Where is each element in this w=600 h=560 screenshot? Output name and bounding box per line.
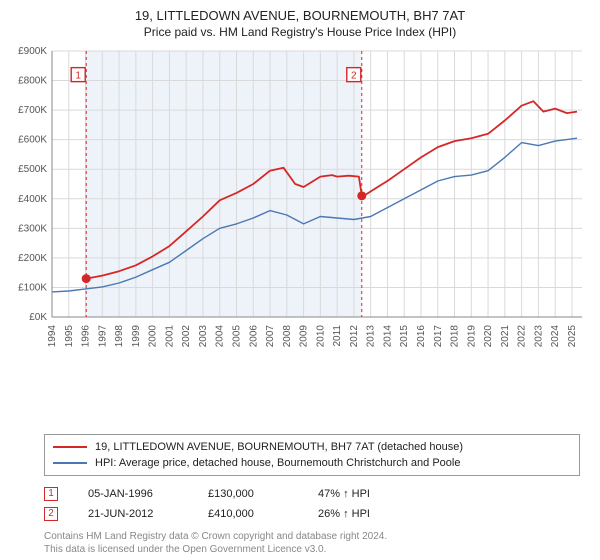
sale-pct-vs-hpi: 26% ↑ HPI bbox=[318, 508, 408, 520]
price-line-chart: £0K £100K £200K £300K £400K £500K £600K £700K £8… bbox=[8, 45, 592, 365]
svg-text:2024: 2024 bbox=[550, 325, 561, 348]
sales-table: 1 05-JAN-1996 £130,000 47% ↑ HPI 2 21-JU… bbox=[44, 484, 580, 524]
svg-text:2010: 2010 bbox=[315, 325, 326, 348]
legend-row: HPI: Average price, detached house, Bour… bbox=[53, 455, 571, 471]
sale-date: 05-JAN-1996 bbox=[88, 488, 178, 500]
svg-text:2007: 2007 bbox=[265, 325, 276, 348]
svg-text:2006: 2006 bbox=[248, 325, 259, 348]
svg-text:1996: 1996 bbox=[81, 325, 92, 348]
sale-price: £410,000 bbox=[208, 508, 288, 520]
svg-text:£0K: £0K bbox=[29, 312, 47, 323]
legend-swatch-hpi bbox=[53, 462, 87, 464]
svg-text:2: 2 bbox=[351, 71, 357, 82]
svg-text:2011: 2011 bbox=[332, 325, 343, 347]
svg-text:2025: 2025 bbox=[567, 325, 578, 348]
title-block: 19, LITTLEDOWN AVENUE, BOURNEMOUTH, BH7 … bbox=[8, 8, 592, 39]
sale-price: £130,000 bbox=[208, 488, 288, 500]
svg-text:1: 1 bbox=[75, 71, 81, 82]
svg-text:2022: 2022 bbox=[517, 325, 528, 348]
legend-row: 19, LITTLEDOWN AVENUE, BOURNEMOUTH, BH7 … bbox=[53, 439, 571, 455]
legend-label-property: 19, LITTLEDOWN AVENUE, BOURNEMOUTH, BH7 … bbox=[95, 441, 463, 453]
title-address: 19, LITTLEDOWN AVENUE, BOURNEMOUTH, BH7 … bbox=[8, 8, 592, 23]
sale-marker-icon: 2 bbox=[44, 507, 58, 521]
svg-text:1997: 1997 bbox=[97, 325, 108, 348]
sale-marker-icon: 1 bbox=[44, 487, 58, 501]
svg-text:2021: 2021 bbox=[500, 325, 511, 348]
legend-label-hpi: HPI: Average price, detached house, Bour… bbox=[95, 457, 460, 469]
svg-text:2009: 2009 bbox=[299, 325, 310, 348]
svg-text:2023: 2023 bbox=[533, 325, 544, 348]
svg-text:2004: 2004 bbox=[215, 325, 226, 348]
svg-text:1998: 1998 bbox=[114, 325, 125, 348]
sale-pct-vs-hpi: 47% ↑ HPI bbox=[318, 488, 408, 500]
svg-text:2013: 2013 bbox=[366, 325, 377, 348]
sale-date: 21-JUN-2012 bbox=[88, 508, 178, 520]
svg-text:2002: 2002 bbox=[181, 325, 192, 348]
svg-text:2020: 2020 bbox=[483, 325, 494, 348]
sale-row: 2 21-JUN-2012 £410,000 26% ↑ HPI bbox=[44, 504, 580, 524]
chart-container: 19, LITTLEDOWN AVENUE, BOURNEMOUTH, BH7 … bbox=[0, 0, 600, 560]
chart-area: £0K £100K £200K £300K £400K £500K £600K £700K £8… bbox=[8, 45, 592, 428]
legend-box: 19, LITTLEDOWN AVENUE, BOURNEMOUTH, BH7 … bbox=[44, 434, 580, 476]
legend-swatch-property bbox=[53, 446, 87, 448]
svg-text:£600K: £600K bbox=[18, 135, 47, 146]
svg-text:2003: 2003 bbox=[198, 325, 209, 348]
footer-line: This data is licensed under the Open Gov… bbox=[44, 543, 580, 556]
svg-text:£300K: £300K bbox=[18, 223, 47, 234]
svg-text:2008: 2008 bbox=[282, 325, 293, 348]
svg-text:£800K: £800K bbox=[18, 76, 47, 87]
svg-text:£700K: £700K bbox=[18, 105, 47, 116]
svg-text:2000: 2000 bbox=[148, 325, 159, 348]
svg-text:2016: 2016 bbox=[416, 325, 427, 348]
title-subtitle: Price paid vs. HM Land Registry's House … bbox=[8, 25, 592, 39]
svg-text:2015: 2015 bbox=[399, 325, 410, 348]
svg-text:2014: 2014 bbox=[382, 325, 393, 348]
svg-text:1995: 1995 bbox=[64, 325, 75, 348]
svg-text:£100K: £100K bbox=[18, 282, 47, 293]
svg-text:1999: 1999 bbox=[131, 325, 142, 348]
svg-text:2012: 2012 bbox=[349, 325, 360, 348]
footer-attribution: Contains HM Land Registry data © Crown c… bbox=[44, 530, 580, 556]
svg-text:£200K: £200K bbox=[18, 253, 47, 264]
sale-row: 1 05-JAN-1996 £130,000 47% ↑ HPI bbox=[44, 484, 580, 504]
footer-line: Contains HM Land Registry data © Crown c… bbox=[44, 530, 580, 543]
svg-text:2019: 2019 bbox=[466, 325, 477, 348]
svg-text:£900K: £900K bbox=[18, 46, 47, 57]
svg-text:2017: 2017 bbox=[433, 325, 444, 348]
svg-text:1994: 1994 bbox=[47, 325, 58, 348]
svg-text:£400K: £400K bbox=[18, 194, 47, 205]
svg-text:2005: 2005 bbox=[231, 325, 242, 348]
svg-text:2018: 2018 bbox=[450, 325, 461, 348]
svg-text:£500K: £500K bbox=[18, 164, 47, 175]
svg-text:2001: 2001 bbox=[164, 325, 175, 348]
